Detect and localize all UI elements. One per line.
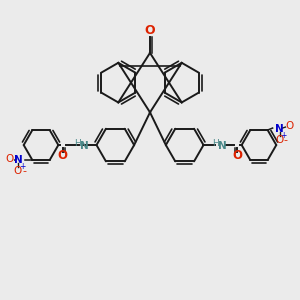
Text: N: N: [218, 141, 227, 151]
Text: O: O: [14, 166, 22, 176]
Text: N: N: [275, 124, 284, 134]
Text: -: -: [284, 135, 287, 145]
Text: O: O: [275, 135, 284, 145]
Text: +: +: [19, 163, 26, 172]
Text: N: N: [80, 141, 89, 151]
Text: -: -: [22, 166, 26, 176]
Text: O: O: [5, 154, 14, 164]
Text: H: H: [74, 139, 81, 148]
Text: O: O: [285, 121, 294, 131]
Text: O: O: [58, 149, 68, 162]
Text: O: O: [145, 24, 155, 37]
Text: +: +: [280, 130, 287, 140]
Text: H: H: [212, 139, 219, 148]
Text: O: O: [232, 149, 242, 162]
Text: N: N: [14, 155, 23, 165]
